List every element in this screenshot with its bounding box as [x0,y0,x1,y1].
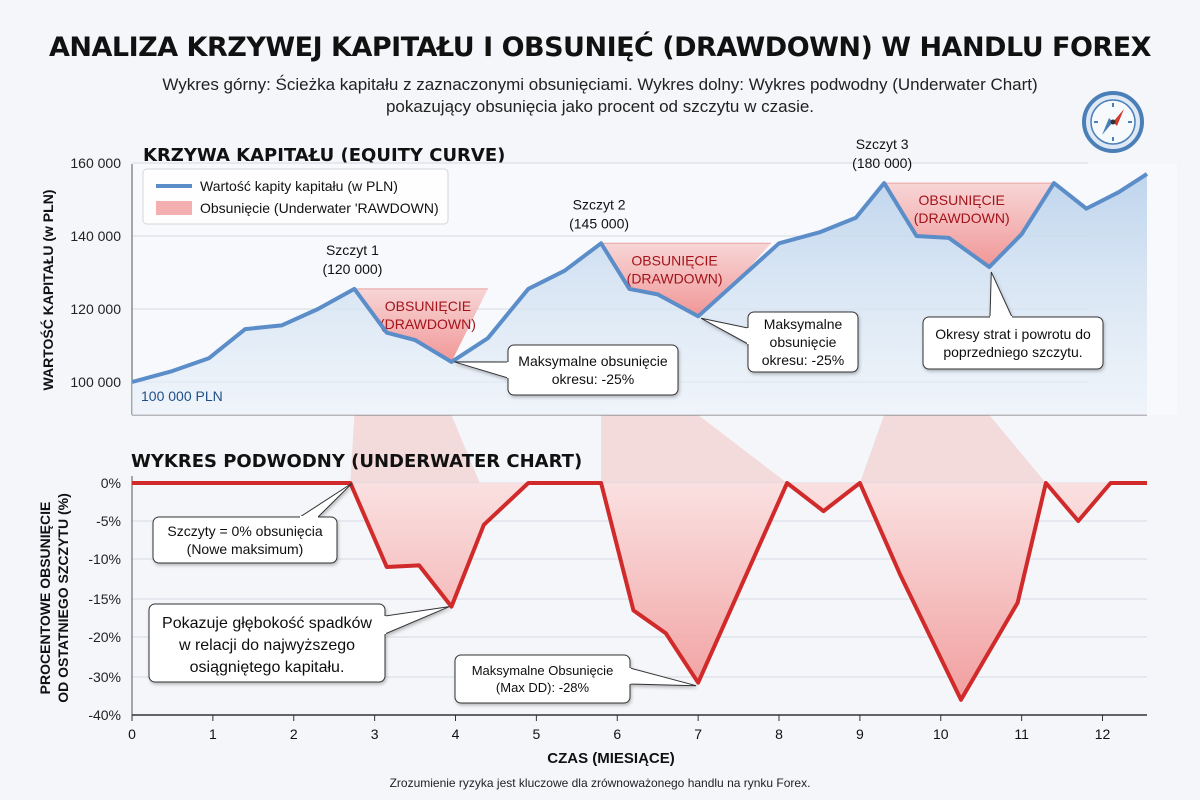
drawdown-label: (DRAWDOWN) [914,210,1010,226]
bottom-ytick-label: -30% [88,669,121,685]
bottom-ytick-label: 0% [101,475,121,491]
bottom-xtick-label: 4 [452,726,460,742]
drawdown-label: (DRAWDOWN) [380,316,476,332]
bottom-ytick-label: -5% [96,513,121,529]
bottom-xtick-label: 10 [933,726,949,742]
bottom-xtick-label: 11 [1014,726,1029,742]
band-connector-3 [859,415,1046,483]
legend-box [142,168,449,225]
callout-max-dd-bottom: Maksymalne Obsunięcie (Max DD): -28% [454,654,697,704]
bottom-xtick-label: 12 [1095,726,1111,742]
callout-depth-text: osiągniętego kapitału. [190,659,345,676]
callout-peaks-zero: Szczyty = 0% obsunięcia (Nowe maksimum) [152,482,353,564]
underwater-area [132,483,1147,700]
callout-max-dd-1-text: Maksymalne obsunięcie [518,353,668,369]
callout-max-dd-bottom-text: Maksymalne Obsunięcie [472,663,614,678]
peak-value-1: (120 000) [322,261,382,277]
callout-peaks-zero-text: Szczyty = 0% obsunięcia [167,523,322,539]
bottom-xtick-label: 1 [209,726,217,742]
bottom-ytick-label: -40% [88,707,121,723]
subtitle-line-2: pokazujący obsunięcia jako procent od sz… [385,97,815,116]
top-ylabel: WARTOŚĆ KAPITAŁU (w PLN) [39,190,56,391]
callout-recovery-text: Okresy strat i powrotu do [935,326,1091,342]
legend-label-equity: Wartość kapity kapitału (w PLN) [200,178,398,194]
callout-max-dd-2: Maksymalne obsunięcie okresu: -25% [700,311,859,373]
bottom-ytick-label: -10% [88,551,121,567]
top-ytick-label: 160 000 [70,155,121,171]
callout-max-dd-2-text: okresu: -25% [762,352,844,368]
drawdown-fill-2 [601,243,771,317]
equity-area [132,173,1147,415]
bottom-xtick-label: 0 [128,726,136,742]
top-ytick-label: 120 000 [70,301,121,317]
callout-max-dd-bottom-text: (Max DD): -28% [496,680,590,695]
start-value-label: 100 000 PLN [141,388,223,404]
callout-max-dd-1: Maksymalne obsunięcie okresu: -25% [454,344,679,396]
subtitle-line-1: Wykres górny: Ścieżka kapitału z zaznacz… [162,75,1038,94]
bottom-xtick-label: 9 [856,726,864,742]
drawdown-label: (DRAWDOWN) [627,270,723,286]
callout-depth-pointer [384,606,450,635]
bottom-xtick-label: 8 [775,726,783,742]
bottom-ylabel-line1: PROCENTOWE OBSUNIĘCIE [37,502,53,695]
callout-recovery-text: poprzedniego szczytu. [943,344,1082,360]
callout-peaks-zero-box [152,516,338,564]
callout-recovery: Okresy strat i powrotu do poprzedniego sz… [922,271,1104,370]
bottom-xtick-label: 3 [371,726,379,742]
callout-max-dd-1-text: okresu: -25% [552,371,634,387]
bottom-ytick-label: -20% [88,629,121,645]
top-ytick-label: 100 000 [70,374,121,390]
peak-label-1: Szczyt 1 [326,242,379,258]
bottom-ylabel-line2: OD OSTATNIEGO SZCZYTU (%) [55,493,71,702]
band-connector-1 [350,415,480,483]
page-title: ANALIZA KRZYWEJ KAPITAŁU I OBSUNIĘĆ (DRA… [49,32,1151,63]
callout-depth-text: Pokazuje głębokość spadków [162,615,372,632]
callout-depth: Pokazuje głębokość spadków w relacji do n… [148,603,450,683]
footer-note: Zrozumienie ryzyka jest kluczowe dla zró… [389,776,811,790]
callout-depth-box [148,603,386,683]
callout-recovery-box [922,316,1104,370]
callout-peaks-zero-text: (Nowe maksimum) [187,541,304,557]
bottom-xtick-label: 2 [290,726,298,742]
peak-value-2: (145 000) [569,215,629,231]
equity-line [131,172,1149,384]
drawdown-label: OBSUNIĘCIE [919,192,1005,208]
peak-label-3: Szczyt 3 [856,136,909,152]
underwater-line [132,481,1147,702]
bottom-xtick-label: 6 [613,726,621,742]
callout-depth-text: w relacji do najwyższego [178,637,355,654]
drawdown-label: OBSUNIĘCIE [631,252,717,268]
peak-value-3: (180 000) [852,155,912,171]
bottom-xlabel: CZAS (MIESIĄCE) [547,750,675,767]
compass-icon [1082,91,1144,153]
legend-label-drawdown: Obsunięcie (Underwater 'RAWDOWN) [200,200,439,216]
legend-swatch-drawdown [156,201,192,215]
top-chart-title: KRZYWA KAPITAŁU (EQUITY CURVE) [143,145,505,166]
drawdown-fill-3 [884,183,1054,268]
callout-max-dd-2-text: Maksymalne [764,316,843,332]
top-ytick-label: 140 000 [70,228,121,244]
bottom-chart-title: WYKRES PODWODNY (UNDERWATER CHART) [131,451,582,472]
callout-peaks-zero-pointer [298,482,353,518]
drawdown-label: OBSUNIĘCIE [385,298,471,314]
band-connector-2 [601,415,788,483]
peak-label-2: Szczyt 2 [573,196,626,212]
page-subtitle: Wykres górny: Ścieżka kapitału z zaznacz… [150,74,1050,118]
bottom-ytick-label: -15% [88,591,121,607]
bottom-xtick-label: 7 [694,726,702,742]
callout-max-dd-2-text: obsunięcie [770,334,837,350]
top-legend: Wartość kapity kapitału (w PLN) Obsunięci… [142,168,449,225]
bottom-xtick-label: 5 [532,726,540,742]
drawdown-fill-1 [354,288,488,362]
